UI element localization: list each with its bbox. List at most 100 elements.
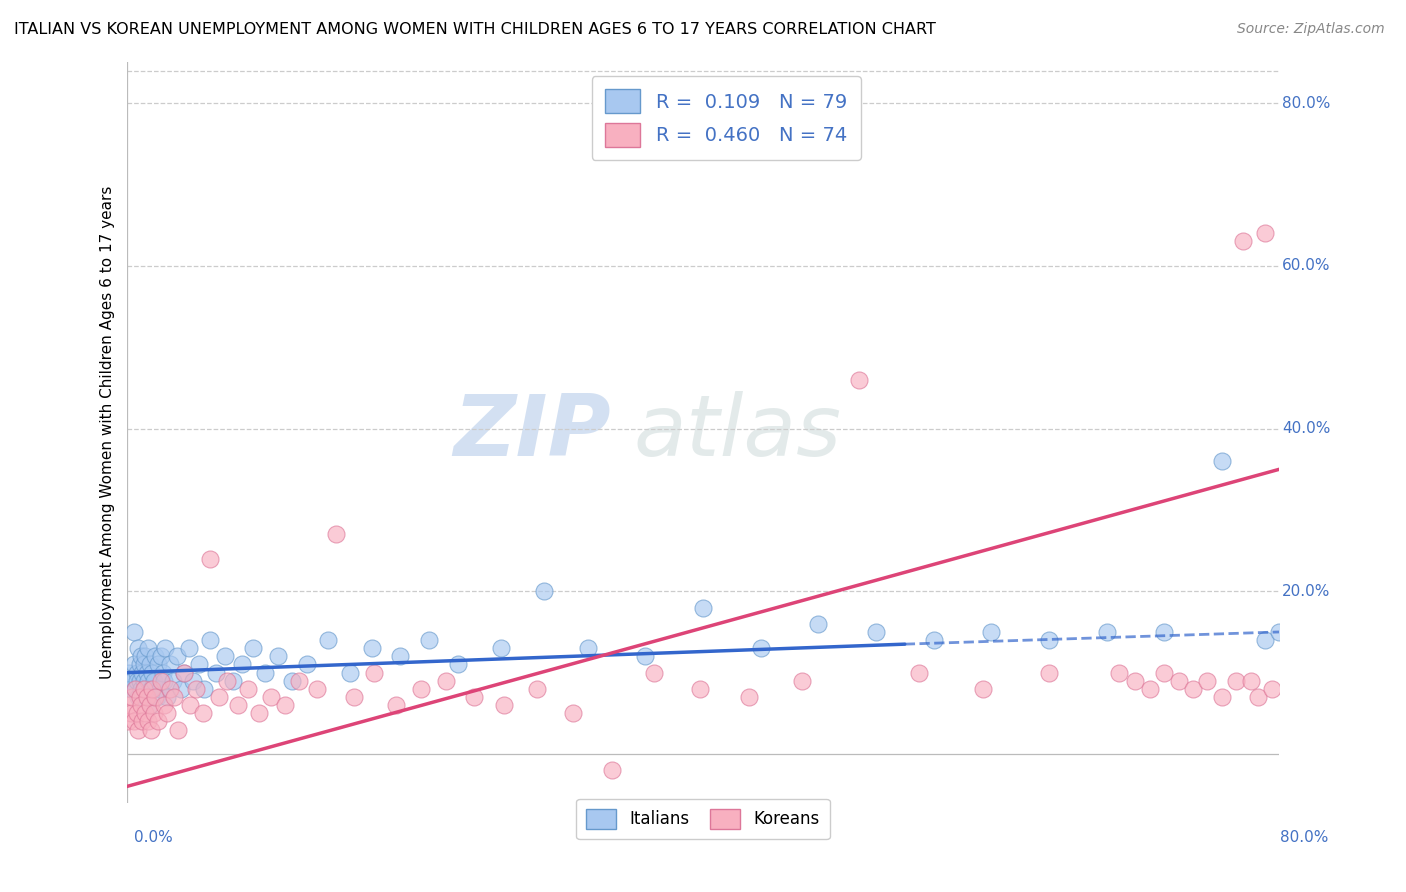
Point xyxy=(139,681,162,696)
Point xyxy=(339,665,361,680)
Point xyxy=(418,633,440,648)
Point xyxy=(118,665,141,680)
Point xyxy=(1240,673,1263,688)
Point xyxy=(198,551,221,566)
Point xyxy=(318,633,340,648)
Point xyxy=(159,681,181,696)
Point xyxy=(305,681,328,696)
Point xyxy=(152,665,174,680)
Point xyxy=(191,706,214,721)
Point xyxy=(166,649,188,664)
Point xyxy=(1181,681,1204,696)
Point xyxy=(132,673,155,688)
Point xyxy=(122,624,145,639)
Point xyxy=(156,706,179,721)
Point xyxy=(173,665,195,680)
Legend: Italians, Koreans: Italians, Koreans xyxy=(576,798,830,838)
Point xyxy=(1125,673,1147,688)
Point xyxy=(145,649,166,664)
Point xyxy=(226,698,249,713)
Text: 80.0%: 80.0% xyxy=(1282,95,1330,111)
Point xyxy=(170,681,193,696)
Point xyxy=(136,673,159,688)
Point xyxy=(643,665,665,680)
Point xyxy=(214,649,236,664)
Point xyxy=(138,698,160,713)
Point xyxy=(208,690,231,704)
Point xyxy=(1108,665,1130,680)
Point xyxy=(217,673,239,688)
Point xyxy=(167,723,190,737)
Point xyxy=(980,624,1002,639)
Point xyxy=(288,673,311,688)
Point xyxy=(131,690,153,704)
Point xyxy=(141,681,163,696)
Point xyxy=(162,673,184,688)
Point xyxy=(150,673,173,688)
Point xyxy=(135,690,157,704)
Point xyxy=(1153,624,1175,639)
Point xyxy=(198,633,221,648)
Point xyxy=(389,649,412,664)
Point xyxy=(738,690,761,704)
Point xyxy=(692,600,714,615)
Point xyxy=(136,714,159,729)
Point xyxy=(792,673,814,688)
Point xyxy=(236,681,259,696)
Point xyxy=(155,641,177,656)
Point xyxy=(1139,681,1161,696)
Point xyxy=(121,673,143,688)
Point xyxy=(576,641,599,656)
Point xyxy=(141,665,163,680)
Point xyxy=(463,690,485,704)
Point xyxy=(1038,665,1060,680)
Point xyxy=(409,681,432,696)
Point xyxy=(128,673,150,688)
Point xyxy=(363,665,385,680)
Point xyxy=(118,698,141,713)
Point xyxy=(242,641,264,656)
Point xyxy=(533,584,555,599)
Point xyxy=(134,681,156,696)
Text: 40.0%: 40.0% xyxy=(1282,421,1330,436)
Point xyxy=(1232,235,1254,249)
Point xyxy=(128,690,150,704)
Point xyxy=(848,373,870,387)
Point xyxy=(1211,454,1233,468)
Point xyxy=(121,690,143,704)
Point xyxy=(634,649,657,664)
Point xyxy=(205,665,228,680)
Point xyxy=(447,657,470,672)
Point xyxy=(247,706,270,721)
Point xyxy=(1254,227,1277,241)
Point xyxy=(281,673,304,688)
Point xyxy=(145,690,166,704)
Point xyxy=(173,665,195,680)
Point xyxy=(253,665,276,680)
Point xyxy=(1225,673,1247,688)
Point xyxy=(138,698,160,713)
Point xyxy=(267,649,290,664)
Point xyxy=(1254,633,1277,648)
Point xyxy=(436,673,458,688)
Text: 0.0%: 0.0% xyxy=(134,830,173,845)
Point xyxy=(148,657,170,672)
Point xyxy=(163,690,186,704)
Point xyxy=(122,657,145,672)
Text: ITALIAN VS KOREAN UNEMPLOYMENT AMONG WOMEN WITH CHILDREN AGES 6 TO 17 YEARS CORR: ITALIAN VS KOREAN UNEMPLOYMENT AMONG WOM… xyxy=(14,22,936,37)
Text: ZIP: ZIP xyxy=(453,391,610,475)
Point xyxy=(259,690,281,704)
Point xyxy=(146,690,169,704)
Point xyxy=(922,633,945,648)
Point xyxy=(129,649,152,664)
Point xyxy=(127,690,149,704)
Point xyxy=(385,698,408,713)
Point xyxy=(153,698,176,713)
Point xyxy=(1247,690,1270,704)
Point xyxy=(125,706,148,721)
Point xyxy=(142,673,165,688)
Point xyxy=(274,698,297,713)
Text: 60.0%: 60.0% xyxy=(1282,259,1330,273)
Point xyxy=(187,657,209,672)
Point xyxy=(135,690,157,704)
